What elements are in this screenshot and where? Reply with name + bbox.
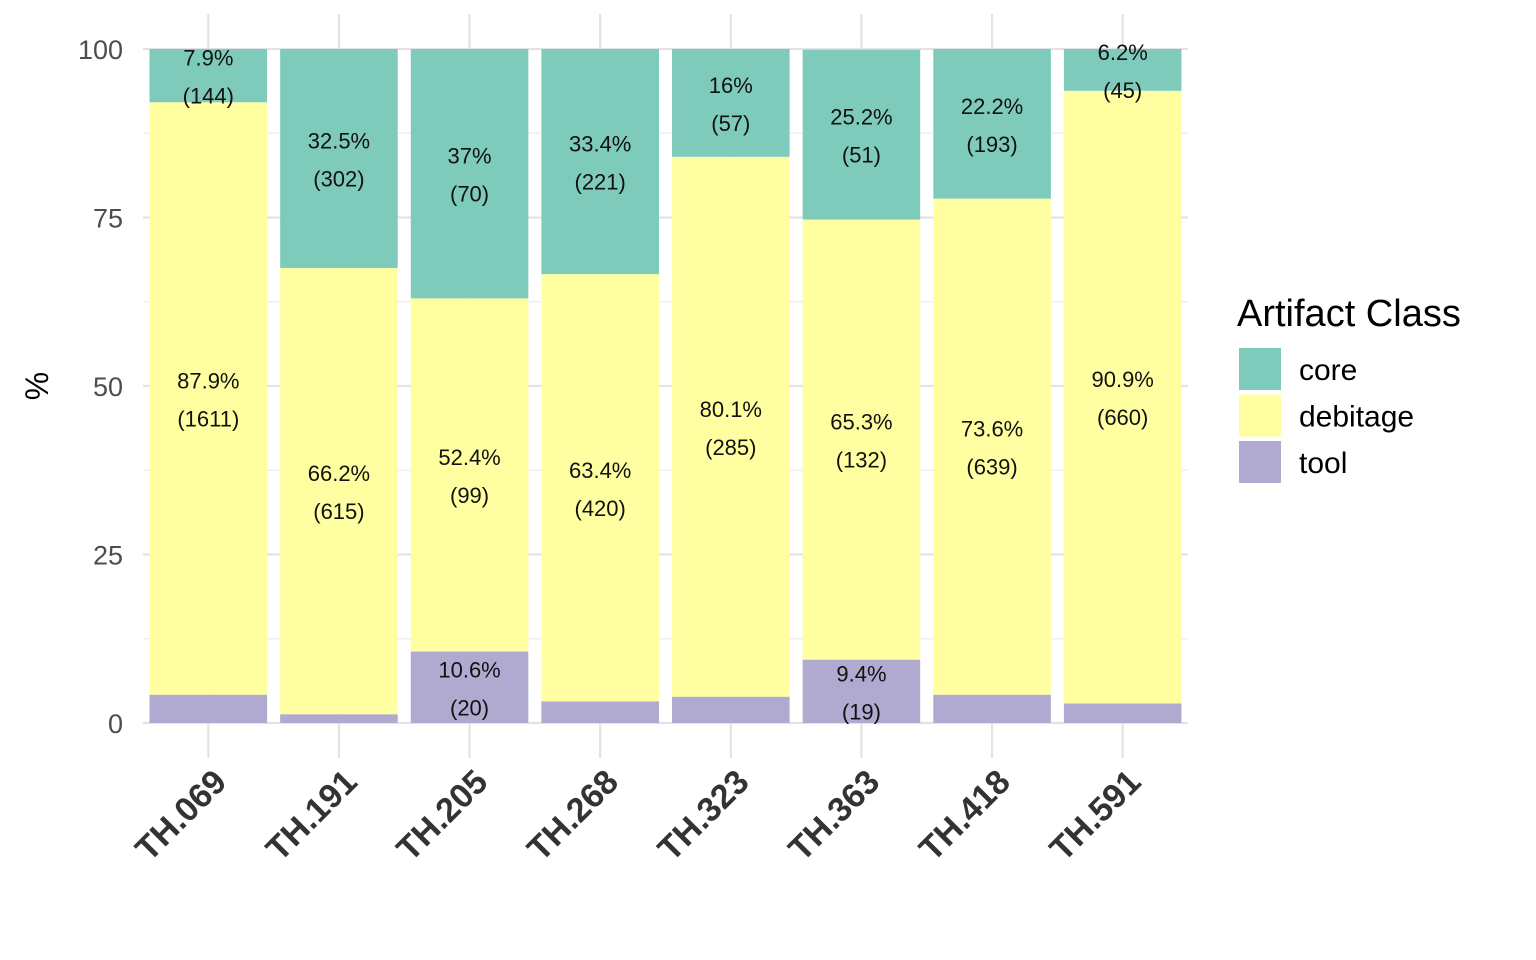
bar-percent-label: 22.2%: [961, 94, 1023, 119]
legend: Artifact Class core debitage tool: [1237, 293, 1461, 483]
bar-count-label: (615): [313, 499, 364, 524]
x-tick-label: TH.363: [781, 763, 887, 869]
bar-segment-core: [149, 49, 268, 103]
bar-percent-label: 73.6%: [961, 417, 1023, 442]
bar-segment-core: [280, 49, 398, 269]
x-tick-label: TH.191: [259, 763, 365, 869]
bar-count-label: (51): [842, 143, 881, 168]
bar-segment-tool: [1063, 703, 1182, 723]
bar-count-label: (193): [966, 132, 1017, 157]
bar-percent-label: 52.4%: [438, 445, 500, 470]
legend-swatch-debitage: [1239, 394, 1281, 437]
bar-segment-debitage: [933, 198, 1051, 695]
bar-percent-label: 32.5%: [308, 129, 370, 154]
bar-percent-label: 37%: [448, 144, 492, 169]
bar-percent-label: 65.3%: [830, 410, 892, 435]
bar-segment-debitage: [149, 102, 268, 695]
bar-percent-label: 6.2%: [1098, 40, 1148, 65]
bar-segment-tool: [672, 696, 790, 723]
bar-percent-label: 25.2%: [830, 105, 892, 130]
bar-segment-tool: [541, 701, 659, 723]
bar-segment-tool: [410, 651, 529, 723]
legend-label-core: core: [1299, 354, 1357, 387]
bars: [149, 49, 1182, 723]
bar-count-label: (302): [313, 167, 364, 192]
bar-percent-label: 7.9%: [183, 46, 233, 71]
bar-percent-label: 63.4%: [569, 458, 631, 483]
bar-count-label: (420): [575, 496, 626, 521]
y-tick-label: 75: [93, 204, 123, 234]
bar-count-label: (45): [1103, 78, 1142, 103]
bar-count-label: (639): [966, 455, 1017, 480]
bar-count-label: (99): [450, 483, 489, 508]
bar-percent-label: 9.4%: [836, 661, 886, 686]
bar-count-label: (285): [705, 435, 756, 460]
legend-label-tool: tool: [1299, 447, 1347, 480]
y-axis: 0 25 50 75 100: [78, 35, 123, 739]
legend-title: Artifact Class: [1237, 293, 1461, 335]
y-tick-label: 100: [78, 35, 123, 65]
bar-percent-label: 66.2%: [308, 461, 370, 486]
bar-segment-debitage: [672, 156, 790, 697]
legend-label-debitage: debitage: [1299, 401, 1414, 434]
bar-count-label: (132): [836, 448, 887, 473]
bar-segment-core: [1063, 49, 1182, 91]
bar-segment-tool: [149, 694, 268, 723]
x-tick-label: TH.069: [128, 763, 234, 869]
bar-count-label: (57): [711, 111, 750, 136]
bar-segment-tool: [802, 659, 921, 723]
y-tick-label: 25: [93, 541, 123, 571]
bar-segment-debitage: [410, 298, 529, 652]
y-tick-label: 0: [108, 709, 123, 739]
bar-segment-debitage: [541, 274, 659, 702]
bar-segment-core: [672, 49, 790, 157]
bar-segment-tool: [933, 694, 1051, 723]
bar-percent-label: 90.9%: [1091, 367, 1153, 392]
bar-percent-label: 10.6%: [438, 657, 500, 682]
x-tick-label: TH.418: [912, 763, 1018, 869]
bar-count-label: (1611): [177, 406, 239, 431]
x-tick-label: TH.591: [1043, 763, 1149, 869]
bar-segment-core: [933, 49, 1051, 199]
x-tick-label: TH.323: [651, 763, 757, 869]
bar-segment-debitage: [802, 219, 921, 660]
y-axis-label: %: [19, 372, 55, 400]
bar-count-label: (221): [575, 170, 626, 195]
bar-segment-core: [802, 49, 921, 220]
legend-swatch-core: [1239, 348, 1281, 390]
bar-labels: 87.9% (1611) 7.9% (144) 66.2% (615) 32.5% (302)…: [177, 40, 1154, 724]
bar-count-label: (19): [842, 699, 881, 724]
bar-count-label: (144): [183, 84, 234, 109]
x-tick-label: TH.268: [520, 763, 626, 869]
bar-percent-label: 87.9%: [177, 368, 239, 393]
bar-segment-debitage: [1063, 90, 1182, 704]
bar-percent-label: 80.1%: [700, 397, 762, 422]
bar-percent-label: 16%: [709, 73, 753, 98]
bar-percent-label: 33.4%: [569, 132, 631, 157]
bar-count-label: (70): [450, 182, 489, 207]
y-tick-label: 50: [93, 372, 123, 402]
bar-count-label: (20): [450, 695, 489, 720]
legend-swatch-tool: [1239, 441, 1281, 483]
bar-count-label: (660): [1097, 405, 1148, 430]
bar-segment-debitage: [280, 268, 398, 715]
bar-segment-core: [410, 49, 529, 299]
bar-segment-tool: [280, 714, 398, 723]
x-axis: TH.069 TH.191 TH.205 TH.268 TH.323 TH.363 TH.4…: [128, 763, 1148, 869]
x-tick-label: TH.205: [390, 763, 496, 869]
bar-segment-core: [541, 49, 659, 275]
